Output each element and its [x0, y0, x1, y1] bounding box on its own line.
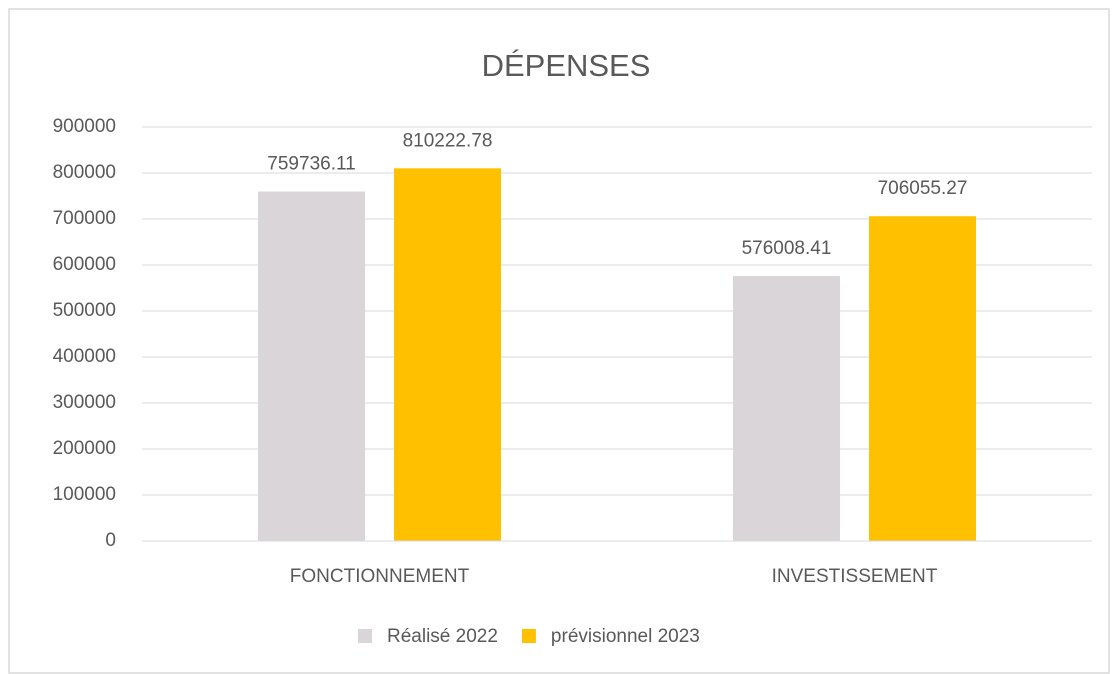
- y-tick-label: 300000: [53, 392, 116, 413]
- bar: [394, 168, 501, 541]
- y-tick-label: 0: [105, 530, 116, 551]
- data-label: 810222.78: [403, 130, 493, 151]
- x-tick-label: INVESTISSEMENT: [772, 566, 938, 587]
- data-label: 576008.41: [742, 238, 832, 259]
- bar: [733, 276, 840, 541]
- legend-swatch: [521, 629, 536, 643]
- y-tick-label: 700000: [53, 208, 116, 229]
- chart-title: DÉPENSES: [482, 48, 651, 83]
- data-label: 706055.27: [878, 178, 968, 199]
- legend-label: prévisionnel 2023: [551, 626, 700, 647]
- legend-label: Réalisé 2022: [387, 626, 498, 647]
- bar: [869, 216, 976, 541]
- y-tick-label: 800000: [53, 162, 116, 183]
- x-tick-label: FONCTIONNEMENT: [290, 566, 470, 587]
- legend-swatch: [358, 629, 372, 643]
- y-tick-label: 500000: [53, 300, 116, 321]
- y-tick-label: 600000: [53, 254, 116, 275]
- y-tick-label: 200000: [53, 438, 116, 459]
- data-label: 759736.11: [267, 154, 355, 175]
- y-tick-label: 100000: [53, 484, 116, 505]
- bar: [258, 191, 365, 541]
- y-tick-label: 400000: [53, 346, 116, 367]
- y-tick-label: 900000: [53, 116, 116, 137]
